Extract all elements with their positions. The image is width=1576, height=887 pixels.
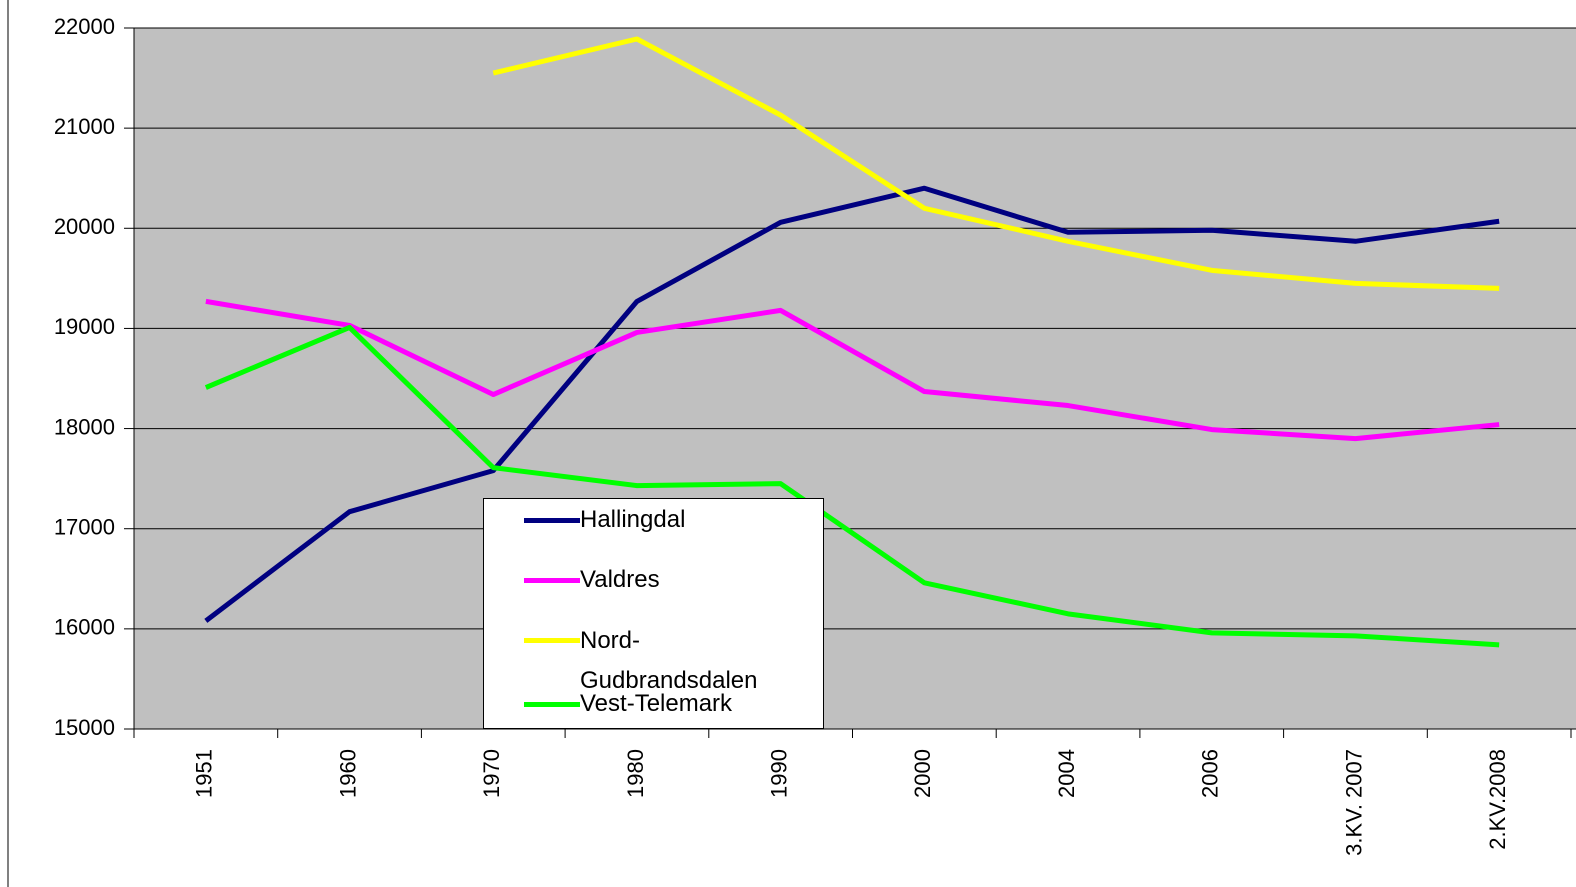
y-tick-label: 16000 — [54, 615, 115, 640]
legend-item: Vest-Telemark — [524, 689, 780, 719]
legend-swatch — [524, 702, 580, 707]
series-line — [204, 324, 1500, 648]
x-tick-label: 2.KV.2008 — [1485, 749, 1510, 850]
y-tick-label: 15000 — [54, 715, 115, 740]
x-tick-label: 2006 — [1198, 749, 1223, 798]
x-tick-label: 2004 — [1054, 749, 1079, 798]
y-tick-label: 17000 — [54, 515, 115, 540]
legend-swatch — [524, 578, 580, 583]
x-tick-label: 3.KV. 2007 — [1341, 749, 1366, 856]
y-tick-label: 18000 — [54, 414, 115, 439]
x-tick-label: 1990 — [766, 749, 791, 798]
x-tick-label: 1980 — [623, 749, 648, 798]
legend-swatch — [524, 638, 580, 643]
y-tick-label: 20000 — [54, 214, 115, 239]
legend-swatch — [524, 518, 580, 523]
y-tick-label: 21000 — [54, 114, 115, 139]
y-tick-label: 22000 — [54, 14, 115, 39]
series-line — [204, 185, 1500, 623]
legend-item: Hallingdal — [524, 505, 780, 535]
legend: Hallingdal Valdres Nord-Gudbrandsdalen Vest… — [483, 498, 824, 729]
x-tick-label: 1951 — [192, 749, 217, 798]
y-tick-label: 19000 — [54, 314, 115, 339]
series-line — [492, 36, 1500, 291]
plot-area — [134, 28, 1576, 729]
legend-label: Vest-Telemark — [580, 690, 733, 717]
legend-label: Hallingdal — [580, 506, 686, 533]
series-line — [205, 298, 1500, 442]
legend-item: Valdres — [524, 565, 780, 595]
x-tick-label: 1970 — [479, 749, 504, 798]
x-tick-label: 1960 — [335, 749, 360, 798]
legend-label: Valdres — [580, 566, 660, 593]
x-tick-label: 2000 — [910, 749, 935, 798]
